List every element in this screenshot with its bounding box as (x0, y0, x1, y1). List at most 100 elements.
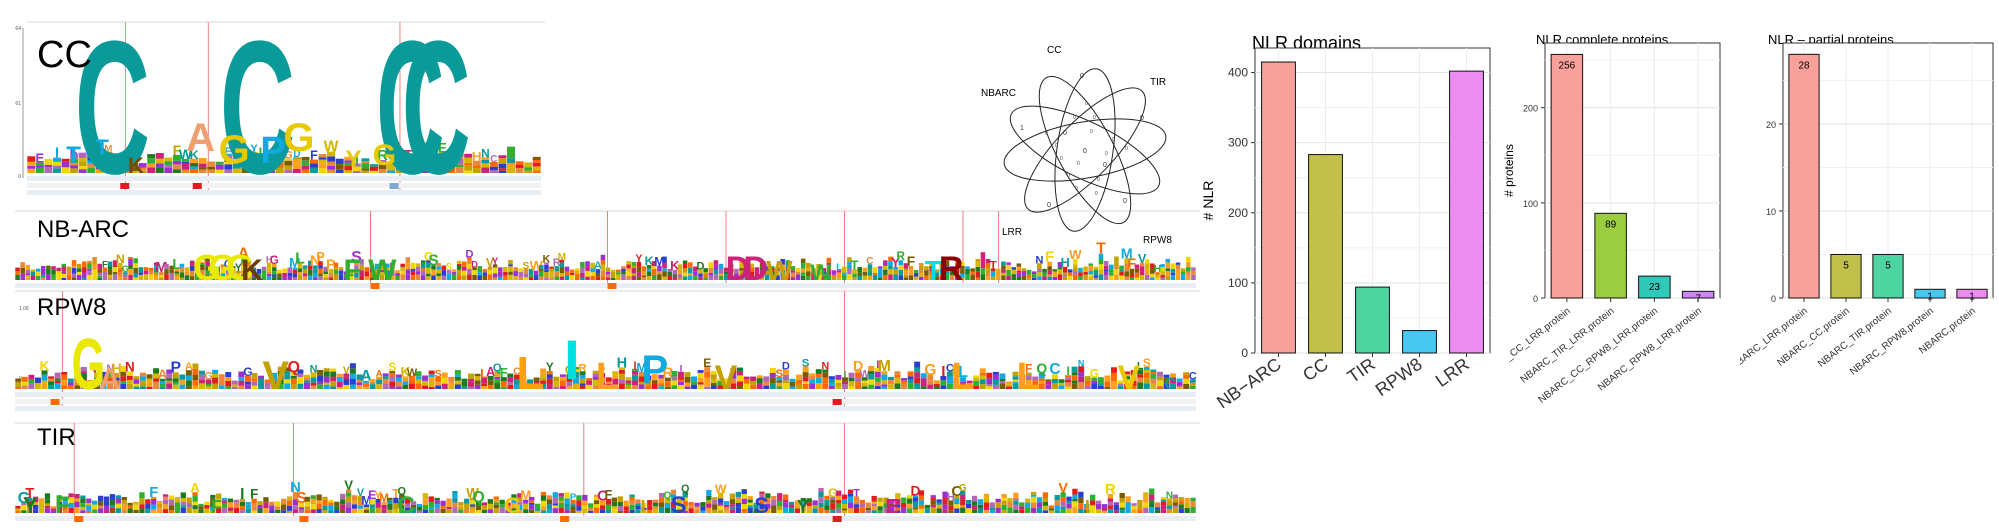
logo-letter-stack (999, 381, 1006, 384)
logo-letter-stack (1062, 272, 1068, 275)
logo-letter-stack (658, 502, 665, 508)
logo-letter-stack (1045, 381, 1052, 385)
logo-letter-stack (168, 510, 175, 513)
logo-letter-stack (292, 273, 298, 278)
logo-letter-stack (1160, 264, 1165, 267)
logo-letter-stack (929, 268, 934, 272)
logo-big-letter: G (193, 247, 221, 288)
logo-letter-stack (76, 274, 82, 280)
logo-letter-stack (600, 260, 606, 265)
logo-letter-stack (737, 370, 743, 376)
logo-letter-stack (82, 277, 87, 280)
logo-letter-stack (1170, 268, 1176, 273)
logo-letter-stack (652, 261, 657, 267)
logo-letter-stack (672, 269, 678, 275)
logo-letter-stack (729, 268, 734, 273)
logo-letter-stack (1030, 494, 1037, 497)
logo-letter-stack (422, 499, 429, 505)
logo-letter-stack (231, 384, 238, 387)
logo-letter-stack (1124, 371, 1131, 374)
logo-letter-stack (441, 270, 447, 276)
logo-letter-stack (344, 166, 353, 171)
logo-letter-stack (244, 381, 251, 385)
logo-letter-stack (1030, 508, 1037, 513)
logo-letter-stack (570, 510, 576, 513)
logo-letter-stack (517, 510, 523, 513)
logo-letter-stack (877, 277, 883, 280)
logo-letter-stack (821, 276, 826, 280)
logo-letter-stack (287, 276, 292, 280)
logo-letter-stack (70, 168, 79, 173)
logo-letter-stack (1175, 269, 1181, 275)
logo-letter-stack (687, 262, 693, 268)
logo-letter: N (1035, 254, 1043, 266)
logo-letter: T (392, 487, 400, 501)
logo-letter-stack (564, 492, 570, 499)
logo-letter-stack (1156, 371, 1163, 377)
logo-letter-stack (632, 368, 639, 371)
logo-letter-stack (1016, 272, 1022, 277)
logo-letter-stack (979, 372, 986, 376)
logo-letter-stack (671, 385, 678, 389)
logo-letter-stack (487, 380, 494, 386)
logo-letter-stack (671, 370, 678, 377)
logo-letter-stack (954, 495, 960, 499)
logo-letter-stack (703, 268, 708, 273)
logo-letter: D (465, 248, 473, 260)
logo-letter-stack (415, 383, 422, 389)
logo-letter-stack (1134, 268, 1140, 273)
logo-letter-stack (1037, 276, 1042, 280)
logo-letter-stack (272, 276, 277, 280)
logo-letter-stack (415, 274, 421, 280)
logo-letter-stack (1054, 505, 1060, 511)
logo-letter-stack (458, 509, 464, 513)
logo-letter-stack (503, 275, 508, 280)
logo-letter-stack (46, 274, 51, 280)
logo-letter-stack (97, 505, 104, 509)
logo-letter-stack (1011, 267, 1016, 270)
logo-letter-stack (836, 272, 842, 278)
logo-letter-stack (215, 164, 224, 170)
logo-letter-stack (239, 506, 245, 511)
logo-letter-stack (871, 506, 877, 511)
logo-position-marker (192, 183, 202, 189)
logo-letter-stack (546, 384, 553, 389)
logo-letter-stack (806, 271, 811, 276)
logo-letter-stack (1114, 274, 1119, 280)
logo-letter-stack (405, 269, 411, 275)
logo-letter-stack (888, 265, 893, 270)
logo-letter-stack (903, 277, 909, 280)
logo-letter-stack (540, 380, 547, 384)
logo-letter-stack (842, 381, 848, 385)
logo-letter-stack (1124, 258, 1129, 264)
logo-letter-stack (826, 262, 832, 266)
logo-letter-stack (857, 275, 862, 280)
logo-letter-stack (658, 507, 665, 513)
logo-letter: W (1069, 247, 1082, 262)
logo-letter-stack (61, 167, 70, 173)
logo-letter-stack (363, 383, 369, 387)
logo-letter-stack (1042, 492, 1049, 499)
logo-letter-stack (842, 266, 847, 273)
logo-letter-stack (1114, 261, 1119, 267)
logo-letter-stack (146, 386, 153, 389)
logo-letter-stack (230, 266, 236, 269)
logo-letter-stack (723, 504, 730, 508)
logo-letter-stack (68, 507, 74, 513)
logo-letter-stack (664, 508, 671, 513)
logo-letter-stack (960, 499, 966, 506)
logo-letter-stack (297, 263, 303, 269)
logo-letter-stack (676, 509, 682, 513)
logo-letter-stack (318, 159, 327, 164)
logo-letter-stack (1144, 269, 1150, 275)
logo-letter-stack (653, 508, 659, 513)
logo-letter-stack (940, 380, 947, 386)
logo-letter-stack (225, 372, 232, 378)
logo-letter-stack (1031, 273, 1037, 278)
logo-letter-stack (400, 274, 405, 280)
logo-letter-stack (251, 506, 257, 511)
logo-letter-stack (120, 383, 127, 389)
logo-letter-stack (62, 497, 68, 502)
logo-letter-stack (764, 268, 770, 272)
